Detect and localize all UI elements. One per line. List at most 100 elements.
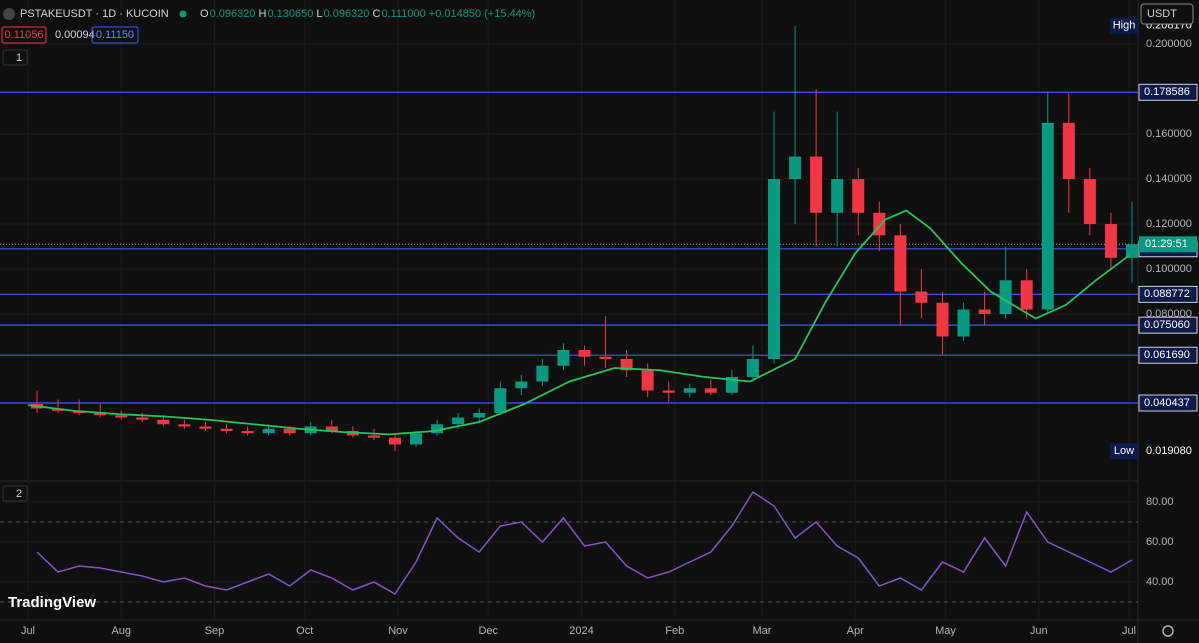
x-tick-label: May: [935, 625, 956, 637]
level-label: 0.088772: [1144, 288, 1190, 300]
candle-body: [831, 179, 844, 213]
level-label: 0.075060: [1144, 319, 1190, 331]
candle-body: [178, 424, 191, 427]
high-tag: High: [1113, 20, 1136, 32]
candle-body: [746, 359, 759, 378]
sell-price[interactable]: 0.11056: [5, 29, 44, 41]
ohlc: O0.096320 H0.130650 L0.096320 C0.111000 …: [200, 8, 535, 20]
symbol-icon: [3, 8, 15, 20]
symbol[interactable]: PSTAKEUSDT · 1D · KUCOIN: [20, 8, 169, 20]
candle-body: [283, 428, 296, 434]
candle-body: [1083, 179, 1096, 225]
candle-body: [599, 356, 612, 360]
ohlc-value: 0.130650: [267, 8, 313, 20]
candle-body: [136, 417, 149, 420]
settings-icon[interactable]: [1162, 625, 1174, 637]
ohlc-key: L: [316, 8, 322, 20]
candle-body: [262, 428, 275, 434]
ohlc-value: 0.096320: [324, 8, 370, 20]
candle-body: [1125, 244, 1138, 258]
candle-body: [852, 179, 865, 213]
pane-toggle[interactable]: [2, 49, 28, 66]
candle-body: [641, 370, 654, 391]
candle-body: [94, 412, 107, 416]
x-tick-label: Dec: [478, 625, 498, 637]
candle-body: [367, 435, 380, 438]
candle-body: [662, 390, 675, 393]
buy-box[interactable]: [91, 26, 139, 44]
status-dot: [179, 10, 187, 18]
candle-body: [978, 309, 991, 315]
candle-body: [1062, 122, 1075, 180]
moving-average: [27, 209, 1130, 436]
currency[interactable]: USDT: [1147, 8, 1177, 20]
change: +0.014850 (+15.44%): [429, 8, 535, 20]
candle-body: [473, 412, 486, 418]
countdown-box: [1139, 236, 1197, 253]
level-label-box: [1138, 83, 1198, 101]
x-tick-label: Aug: [111, 625, 131, 637]
candle-body: [115, 415, 128, 418]
candle-body: [957, 309, 970, 337]
pane-number: 2: [16, 488, 22, 500]
level-label: 0.040437: [1144, 397, 1190, 409]
ohlc-value: 0.111000: [381, 8, 425, 20]
candle-body: [894, 235, 907, 292]
candle-body: [220, 428, 233, 431]
ohlc-value: 0.096320: [210, 8, 256, 20]
candle-body: [515, 381, 528, 389]
candle-body: [578, 350, 591, 357]
ohlc-key: H: [259, 8, 267, 20]
candle-body: [936, 302, 949, 337]
ui: PSTAKEUSDT · 1D · KUCOIN O0.096320 H0.13…: [1, 3, 1194, 637]
candle-body: [199, 426, 212, 429]
y-tick-label: 40.00: [1146, 576, 1174, 588]
pane-toggle[interactable]: [2, 485, 28, 502]
y-tick-label: 80.00: [1146, 496, 1174, 508]
pane-number: 1: [16, 52, 22, 64]
candle-body: [410, 433, 423, 445]
level-label-box: [1138, 394, 1198, 412]
candle-body: [536, 365, 549, 382]
x-tick-label: Jul: [1122, 625, 1136, 637]
candle-body: [1104, 224, 1117, 258]
sell-box[interactable]: [1, 26, 47, 44]
high-tag-box: [1110, 17, 1138, 34]
level-label-box: [1138, 316, 1198, 334]
rsi-line: [36, 490, 1133, 595]
candle-body: [241, 430, 254, 434]
logo[interactable]: TradingView: [8, 594, 96, 611]
y-tick-label: 0.100000: [1146, 263, 1192, 275]
candle-body: [810, 156, 823, 213]
candle-body: [557, 350, 570, 366]
x-tick-label: Jun: [1030, 625, 1048, 637]
x-tick-label: Jul: [21, 625, 35, 637]
spread: 0.00094: [55, 29, 95, 41]
candle-body: [325, 426, 338, 431]
candle-body: [789, 156, 802, 180]
level-label: 0.178586: [1144, 86, 1190, 98]
currency-select[interactable]: [1140, 3, 1194, 25]
candle-body: [725, 377, 738, 393]
y-tick-label: 0.120000: [1146, 218, 1192, 230]
buy-price[interactable]: 0.11150: [96, 29, 134, 41]
x-tick-label: 2024: [569, 625, 593, 637]
low-tag-box: [1110, 443, 1138, 460]
x-tick-label: Feb: [665, 625, 684, 637]
candle-body: [768, 179, 781, 360]
candle-body: [1041, 122, 1054, 310]
low-tag: Low: [1114, 445, 1134, 457]
x-tick-label: Oct: [296, 625, 313, 637]
x-tick-label: Mar: [752, 625, 771, 637]
candle-body: [620, 359, 633, 371]
candle-body: [388, 437, 401, 445]
y-tick-label: 60.00: [1146, 536, 1174, 548]
x-tick-label: Nov: [388, 625, 408, 637]
candle-body: [1020, 280, 1033, 310]
candle-body: [915, 291, 928, 303]
candle-body: [999, 280, 1012, 315]
